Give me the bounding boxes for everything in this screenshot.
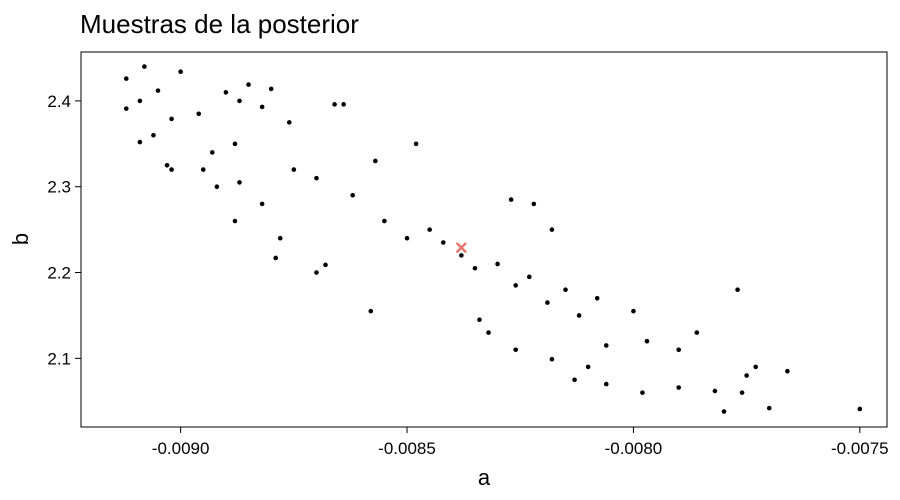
sample-point [155, 88, 161, 93]
y-tick-label: 2.2 [47, 264, 71, 283]
sample-point [508, 197, 514, 202]
sample-point [268, 86, 274, 92]
sample-point [200, 167, 206, 172]
sample-point [744, 373, 749, 378]
sample-point [137, 139, 143, 145]
x-axis: -0.0090 -0.0085 -0.0080 -0.0075 [152, 427, 889, 458]
sample-point [440, 240, 446, 245]
x-tick-label: -0.0085 [378, 439, 436, 458]
sample-point [123, 106, 129, 111]
sample-point [210, 150, 215, 155]
sample-point [585, 364, 591, 370]
sample-point [314, 270, 319, 275]
sample-point [513, 347, 518, 353]
sample-point [644, 338, 650, 344]
sample-point [753, 364, 758, 370]
sample-point [603, 343, 609, 348]
posterior-mean-marker [456, 242, 467, 253]
sample-point [486, 330, 491, 335]
sample-point [694, 330, 700, 335]
sample-point [563, 287, 568, 293]
sample-point [332, 102, 337, 107]
sample-point [232, 141, 238, 147]
sample-point [277, 235, 283, 241]
chart-title: Muestras de la posterior [80, 9, 359, 39]
sample-point [323, 262, 328, 268]
sample-point [766, 405, 772, 411]
sample-point [237, 98, 242, 104]
sample-point [549, 356, 555, 362]
sample-point [223, 90, 229, 95]
sample-point [382, 218, 387, 224]
sample-point [341, 102, 346, 107]
sample-point [291, 167, 297, 172]
sample-point [545, 300, 550, 305]
sample-point [572, 377, 577, 383]
x-axis-label: a [478, 465, 491, 490]
x-tick-label: -0.0075 [831, 439, 889, 458]
sample-point [413, 141, 419, 147]
sample-point [404, 235, 410, 241]
scatter-points [123, 64, 863, 414]
sample-point [857, 406, 863, 412]
sample-point [477, 317, 482, 323]
sample-point [472, 265, 478, 271]
sample-point [142, 64, 147, 69]
sample-point [640, 390, 645, 395]
sample-point [631, 308, 636, 314]
y-axis-label: b [8, 233, 33, 245]
sample-point [314, 175, 319, 181]
sample-point [676, 347, 682, 353]
sample-point [785, 368, 790, 374]
sample-point [286, 120, 292, 125]
sample-point [526, 274, 532, 280]
sample-point [273, 255, 279, 261]
sample-point [531, 201, 537, 207]
sample-point [712, 388, 718, 394]
sample-point [373, 158, 378, 164]
x-tick-label: -0.0080 [605, 439, 663, 458]
sample-point [427, 227, 432, 232]
sample-point [721, 409, 727, 414]
sample-point [137, 98, 143, 104]
sample-point [576, 313, 582, 318]
sample-point [169, 116, 174, 122]
sample-point [368, 308, 374, 314]
sample-point [513, 283, 518, 288]
sample-point [164, 162, 170, 168]
y-tick-label: 2.1 [47, 349, 71, 368]
y-tick-label: 2.4 [47, 92, 71, 111]
sample-point [169, 167, 174, 172]
sample-point [739, 390, 745, 395]
x-tick-label: -0.0090 [152, 439, 210, 458]
sample-point [214, 184, 220, 190]
sample-point [495, 261, 500, 267]
sample-point [178, 69, 183, 75]
sample-point [196, 111, 202, 117]
sample-point [676, 385, 682, 390]
sample-point [151, 132, 156, 138]
mean-marker-x [456, 242, 467, 253]
sample-point [123, 76, 129, 81]
y-axis: 2.1 2.2 2.3 2.4 [47, 92, 81, 368]
sample-point [735, 287, 740, 293]
sample-point [459, 253, 464, 258]
sample-point [232, 218, 238, 224]
sample-point [259, 104, 265, 110]
y-tick-label: 2.3 [47, 178, 71, 197]
sample-point [246, 82, 251, 87]
sample-point [237, 180, 242, 185]
sample-point [549, 227, 555, 232]
sample-point [594, 295, 600, 301]
sample-point [350, 193, 355, 198]
plot-panel [80, 51, 888, 428]
sample-point [603, 381, 609, 387]
sample-point [259, 201, 265, 207]
